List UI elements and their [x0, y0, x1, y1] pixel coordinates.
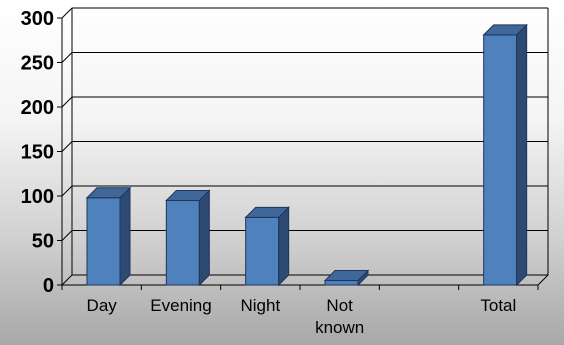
- x-tick-label: Total: [480, 296, 516, 315]
- x-tick-label: Evening: [150, 296, 211, 315]
- x-tick-label: Day: [87, 296, 118, 315]
- gridline-depth: [61, 96, 73, 108]
- axes: [57, 17, 539, 290]
- bar-top: [482, 24, 528, 36]
- y-tick-label: 100: [21, 186, 54, 208]
- x-tick-label: Not known: [315, 296, 364, 337]
- bar-top: [165, 189, 211, 201]
- gridline-depth: [61, 185, 73, 197]
- bar-top: [244, 206, 290, 218]
- bar-front: [483, 34, 518, 286]
- bar: [482, 23, 528, 287]
- gridlines: [61, 7, 549, 286]
- y-tick-labels: 0 50 100 150 200 250 300: [21, 8, 54, 297]
- y-tick-label: 50: [32, 231, 54, 253]
- bar-front: [324, 280, 359, 286]
- x-tick-label: Night: [240, 296, 280, 315]
- y-tick-label: 0: [43, 275, 54, 297]
- floor-right-edge: [537, 274, 549, 286]
- y-tick-label: 250: [21, 53, 54, 75]
- bars: [85, 23, 528, 287]
- y-tick-label: 150: [21, 142, 54, 164]
- bar: [85, 186, 132, 287]
- bar-side: [119, 186, 131, 287]
- bar-front: [86, 197, 121, 286]
- bar-side: [516, 23, 528, 287]
- gridline-depth: [61, 141, 73, 152]
- bar-top: [85, 187, 132, 199]
- gridline-depth: [61, 52, 73, 63]
- bar: [323, 269, 370, 287]
- y-tick-label: 200: [21, 97, 54, 119]
- y-tick-label: 300: [21, 8, 54, 30]
- x-tick-labels: Day Evening Night Not known Total: [87, 296, 517, 337]
- bar-front: [245, 216, 280, 286]
- bar-top: [323, 270, 370, 282]
- bar-side: [278, 206, 290, 287]
- bar-front: [165, 199, 200, 286]
- gridline-depth: [61, 274, 73, 286]
- gridline-depth: [61, 230, 73, 241]
- bar-side: [198, 189, 210, 287]
- bar: [244, 206, 290, 287]
- bar: [165, 189, 211, 287]
- gridline-depth: [61, 7, 73, 19]
